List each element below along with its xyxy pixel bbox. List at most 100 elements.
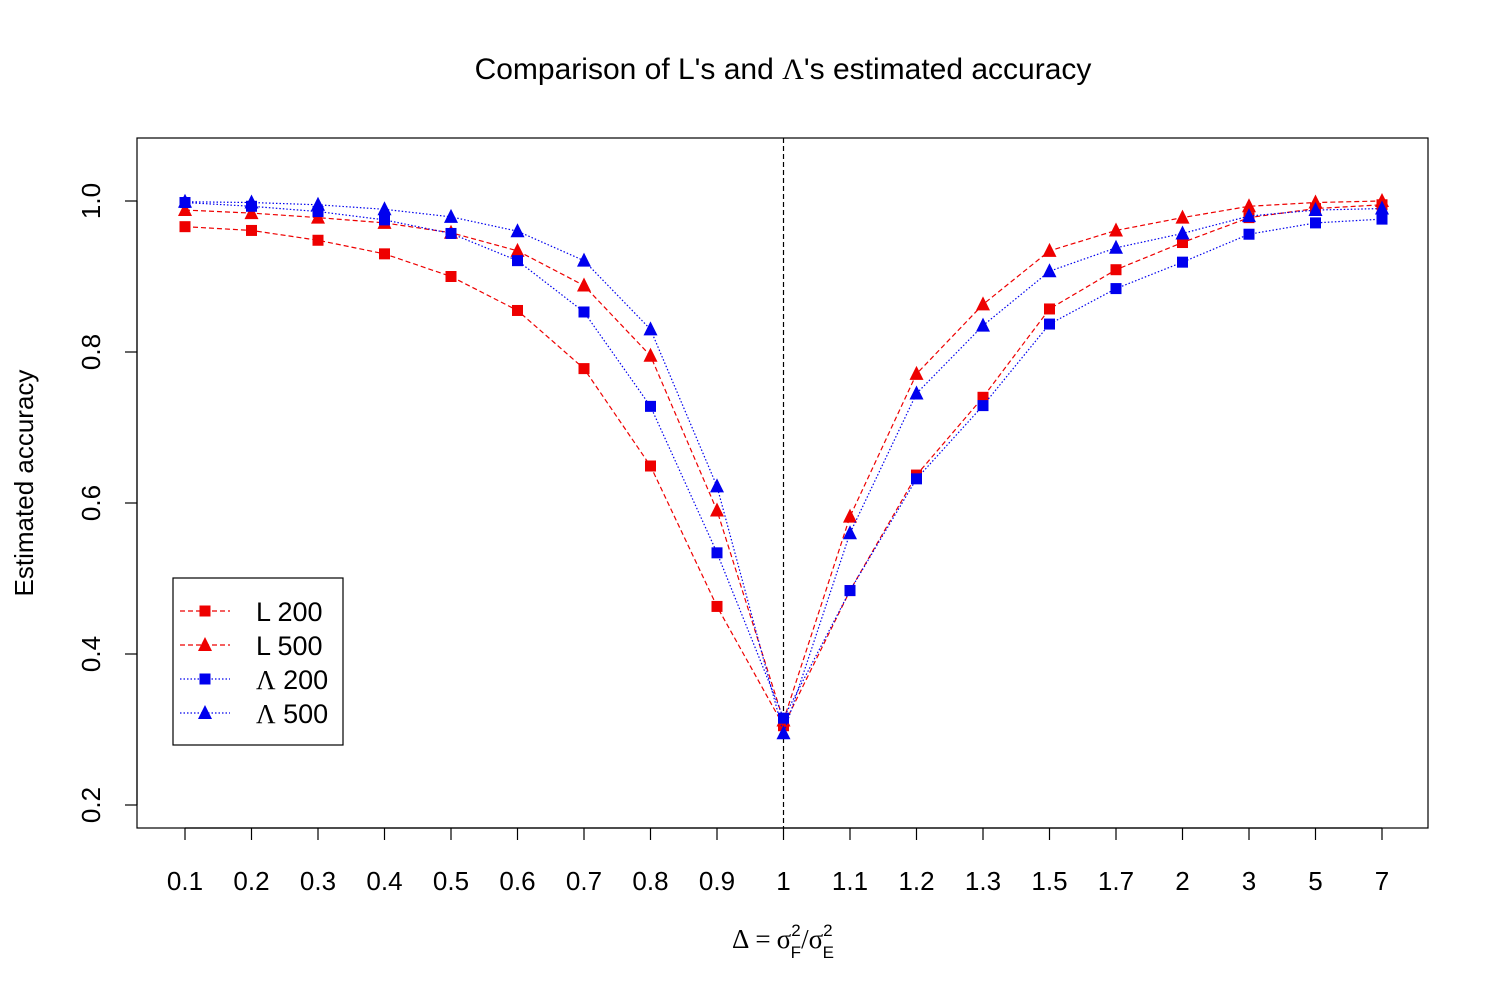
data-point [178, 193, 192, 208]
data-point [909, 365, 924, 380]
data-point [843, 508, 857, 523]
data-point [246, 224, 257, 236]
data-point [1177, 237, 1188, 249]
data-point [976, 317, 990, 332]
y-axis: 0.2 0.4 0.6 0.8 1.0 [76, 183, 138, 823]
data-point [645, 460, 656, 472]
legend-marker [198, 705, 212, 719]
data-point [977, 391, 989, 403]
data-point [444, 208, 458, 223]
x-axis-label: Δ = σ2 F/σ2 E [732, 921, 834, 962]
data-point [1042, 242, 1057, 257]
data-point [844, 585, 856, 597]
data-point [1109, 239, 1123, 254]
chart-title: Comparison of L's and Λ's estimated accu… [475, 53, 1092, 86]
data-point [909, 385, 924, 400]
legend-item: Λ 500 [180, 699, 328, 729]
y-tick-label: 0.2 [76, 787, 106, 823]
data-point [643, 321, 658, 336]
x-tick-label: 2 [1175, 866, 1189, 896]
data-point [379, 248, 390, 260]
x-tick-label: 1.7 [1098, 866, 1134, 896]
y-tick-label: 1.0 [76, 183, 106, 219]
legend-marker [199, 605, 211, 617]
x-tick-label: 0.1 [167, 866, 203, 896]
data-point [1175, 209, 1190, 224]
data-point [445, 271, 457, 282]
data-point [778, 712, 789, 724]
data-point [1308, 194, 1323, 209]
data-point [977, 400, 989, 412]
x-tick-label: 0.7 [566, 866, 602, 896]
data-point [244, 194, 259, 209]
data-point [244, 205, 259, 220]
data-point [178, 202, 192, 217]
data-point [911, 473, 922, 485]
data-point [1110, 264, 1122, 276]
data-point [1044, 318, 1055, 330]
legend: L 200 L 500 Λ 200 Λ 500 [172, 577, 344, 746]
legend-marker [199, 673, 211, 685]
data-point [776, 725, 791, 740]
data-point [377, 201, 392, 216]
data-point [510, 242, 525, 257]
series-layer [178, 193, 1389, 740]
data-point [711, 600, 723, 612]
legend-label: L 200 [256, 597, 323, 627]
data-point [1042, 263, 1057, 278]
data-point [312, 234, 324, 246]
data-point [512, 255, 523, 267]
data-point [645, 400, 656, 412]
data-point [577, 252, 591, 267]
x-tick-label: 0.6 [499, 866, 535, 896]
data-point [1243, 228, 1255, 240]
y-tick-label: 0.4 [76, 636, 106, 672]
legend-label: L 500 [256, 631, 323, 661]
y-axis-label: Estimated accuracy [9, 370, 39, 597]
legend-label: Λ 200 [256, 665, 328, 695]
x-tick-label: 0.5 [433, 866, 469, 896]
x-tick-label: 5 [1308, 866, 1322, 896]
y-tick-label: 0.6 [76, 485, 106, 521]
x-tick-label: 1.3 [965, 866, 1001, 896]
data-point [643, 347, 658, 362]
data-point [710, 478, 724, 493]
data-point [577, 277, 591, 292]
x-tick-label: 0.3 [300, 866, 336, 896]
y-tick-label: 0.8 [76, 334, 106, 370]
data-point [1175, 225, 1190, 240]
x-tick-label: 1.2 [898, 866, 934, 896]
data-point [578, 306, 590, 318]
data-point [1242, 208, 1256, 223]
data-point [1242, 198, 1256, 213]
x-tick-label: 1 [776, 866, 790, 896]
x-tick-label: 3 [1242, 866, 1256, 896]
data-point [1310, 217, 1321, 229]
data-point [311, 196, 325, 211]
data-point [1044, 303, 1055, 315]
legend-item: L 500 [180, 631, 323, 661]
legend-marker [198, 637, 212, 651]
data-point [843, 525, 857, 540]
data-point [312, 206, 324, 218]
data-point [976, 296, 990, 311]
data-point [512, 304, 523, 316]
series-4 [178, 193, 1389, 740]
x-tick-label: 1.1 [832, 866, 868, 896]
data-point [445, 227, 457, 239]
x-tick-label: 0.2 [233, 866, 269, 896]
x-tick-label: 0.8 [632, 866, 668, 896]
data-point [710, 502, 724, 517]
data-point [1376, 213, 1388, 225]
data-point [1177, 256, 1188, 268]
legend-label: Λ 500 [256, 699, 328, 729]
data-point [578, 363, 590, 375]
legend-item: L 200 [180, 597, 323, 627]
x-tick-label: 7 [1375, 866, 1389, 896]
legend-item: Λ 200 [180, 665, 328, 695]
data-point [1375, 193, 1389, 207]
data-point [179, 221, 191, 233]
data-point [1109, 222, 1123, 237]
data-point [1375, 200, 1389, 215]
